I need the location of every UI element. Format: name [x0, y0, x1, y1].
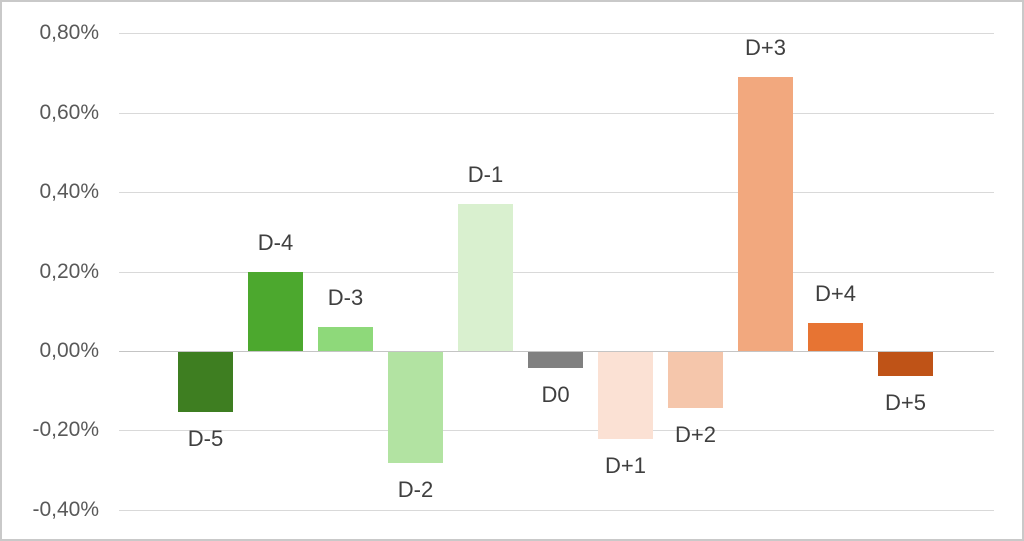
y-axis-tick-label: 0,80%: [39, 21, 99, 44]
bar-label-D-1: D-1: [467, 162, 504, 187]
bar-label-D-4: D-4: [257, 230, 294, 255]
bar-label-D+1: D+1: [605, 453, 646, 478]
bar-D+4: [808, 323, 863, 351]
bar-D+5: [878, 352, 933, 376]
bar-label-D-3: D-3: [327, 285, 364, 310]
y-axis-tick-label: -0,20%: [32, 418, 99, 441]
zero-gridline: [119, 351, 994, 352]
bar-label-D-5: D-5: [187, 426, 224, 451]
bar-D-3: [318, 327, 373, 351]
bar-D0: [528, 352, 583, 368]
bar-label-D-2: D-2: [397, 477, 434, 502]
gridline: [119, 430, 994, 431]
gridline: [119, 113, 994, 114]
bar-D+2: [668, 352, 723, 408]
y-axis-tick-label: -0,40%: [32, 498, 99, 521]
bar-label-D+3: D+3: [745, 35, 786, 60]
bar-D-4: [248, 271, 303, 351]
gridline: [119, 33, 994, 34]
bar-D-1: [458, 203, 513, 351]
bar-D+3: [738, 76, 793, 351]
bar-D+1: [598, 352, 653, 440]
gridline: [119, 510, 994, 511]
bar-label-D0: D0: [541, 382, 570, 407]
y-axis-tick-label: 0,40%: [39, 180, 99, 203]
bar-label-D+2: D+2: [675, 422, 716, 447]
bar-D-2: [388, 352, 443, 464]
y-axis-tick-label: 0,00%: [39, 339, 99, 362]
bar-D-5: [178, 352, 233, 412]
y-axis-tick-label: 0,20%: [39, 260, 99, 283]
bar-label-D+5: D+5: [885, 390, 926, 415]
y-axis-tick-label: 0,60%: [39, 101, 99, 124]
gridline: [119, 272, 994, 273]
bar-label-D+4: D+4: [815, 281, 856, 306]
gridline: [119, 192, 994, 193]
